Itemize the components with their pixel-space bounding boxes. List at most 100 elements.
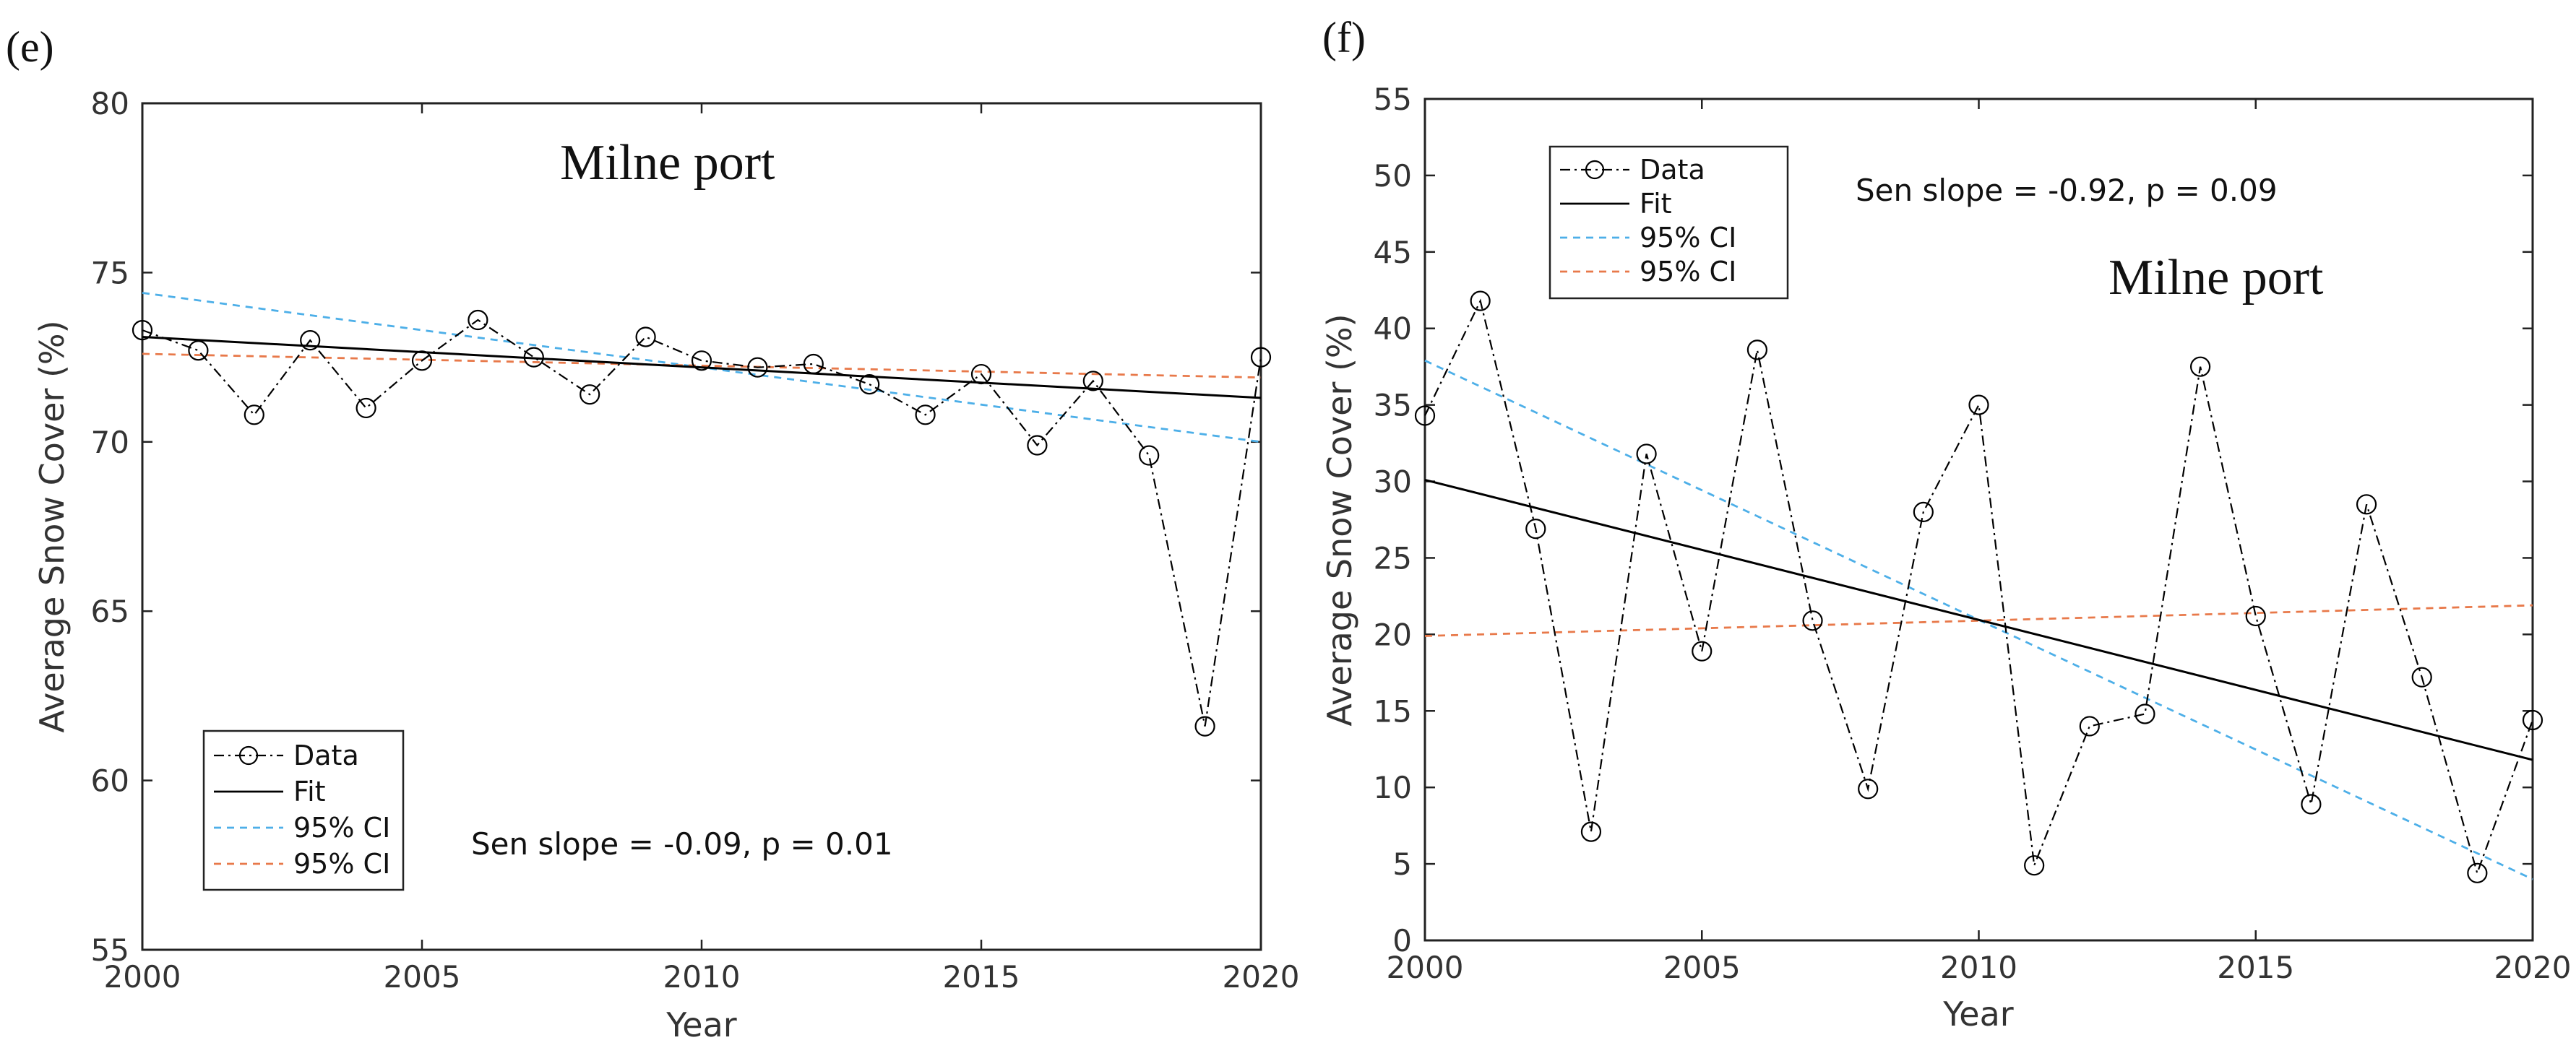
y-tick-label: 0 (1392, 923, 1412, 958)
fit-line (1424, 478, 2533, 761)
data-point (2245, 605, 2266, 627)
data-series-line (142, 319, 1262, 727)
data-point (1692, 641, 1713, 662)
legend-label: Data (293, 740, 359, 771)
data-point (635, 326, 656, 347)
legend-label: Fit (293, 776, 326, 807)
y-tick-label: 15 (1374, 693, 1412, 729)
data-point (1250, 347, 1272, 368)
y-tick-label: 55 (91, 932, 129, 968)
data-point (2467, 862, 2488, 883)
y-tick-label: 20 (1374, 617, 1412, 652)
station-label: Milne port (2108, 250, 2324, 306)
legend-label: 95% CI (1640, 256, 1736, 287)
data-point (803, 353, 824, 375)
y-tick-label: 60 (91, 763, 129, 799)
y-axis-label: Average Snow Cover (%) (1320, 313, 1359, 726)
data-point (1636, 443, 1657, 464)
panel-label: (f) (1322, 14, 1366, 61)
data-point (1525, 519, 1546, 540)
data-point (859, 374, 880, 395)
data-point (1858, 779, 1879, 800)
data-point (2301, 794, 2322, 815)
chart-panel-f: (f) 2000 2005 2010 2015 2020 0 5 10 15 20 25 30 35 40… (1320, 14, 2571, 1034)
data-point (2190, 356, 2211, 377)
data-point (970, 363, 992, 385)
data-point (1027, 435, 1048, 456)
x-tick-label: 2020 (2494, 950, 2572, 985)
data-point (691, 350, 712, 371)
x-tick-label: 2000 (104, 959, 181, 995)
data-series-line (1424, 298, 2534, 876)
data-point (1913, 501, 1934, 523)
y-tick-label: 55 (1374, 82, 1412, 117)
legend-label: 95% CI (293, 848, 390, 880)
data-point (244, 404, 264, 425)
x-tick-label: 2000 (1387, 950, 1464, 985)
y-tick-label: 70 (91, 425, 129, 460)
legend-label: Fit (1640, 188, 1672, 220)
x-axis-label: Year (665, 1005, 736, 1044)
data-point (1802, 610, 1823, 631)
y-tick-label: 10 (1374, 770, 1412, 805)
data-point (188, 340, 209, 361)
station-label: Milne port (560, 135, 775, 191)
data-point (2522, 709, 2543, 731)
ci-line-orange (1424, 604, 2533, 637)
x-tick-label: 2015 (943, 959, 1020, 995)
sen-slope-text: Sen slope = -0.92, p = 0.09 (1856, 173, 2278, 208)
y-tick-label: 35 (1374, 388, 1412, 423)
data-point (1194, 716, 1215, 737)
x-tick-label: 2010 (1940, 950, 2017, 985)
data-point (2024, 855, 2045, 876)
legend-marker (1585, 160, 1605, 180)
ci-line-orange (142, 352, 1262, 379)
data-point (132, 319, 153, 341)
legend-box (1548, 145, 1789, 300)
y-tick-label: 50 (1374, 158, 1412, 194)
x-axis-label: Year (1942, 995, 2013, 1034)
y-tick-label: 80 (91, 86, 129, 121)
y-tick-label: 65 (91, 594, 129, 629)
legend: Data Fit 95% CI 95% CI (202, 729, 405, 891)
x-tick-label: 2005 (1663, 950, 1741, 985)
data-point (411, 350, 433, 371)
legend-label: Data (1640, 154, 1705, 186)
data-point (356, 397, 376, 419)
x-tick-label: 2020 (1223, 959, 1300, 995)
legend-label: 95% CI (293, 812, 390, 844)
y-tick-label: 40 (1374, 311, 1412, 347)
sen-slope-text: Sen slope = -0.09, p = 0.01 (471, 826, 893, 862)
chart-panel-e: (e) 2000 2005 2010 2015 2020 55 60 65 70 75 80 Mil… (6, 23, 1299, 1044)
legend-box (202, 729, 405, 891)
data-point (1470, 290, 1491, 311)
panel-label: (e) (6, 23, 54, 71)
x-tick-label: 2005 (384, 959, 461, 995)
data-point (2135, 703, 2155, 724)
data-point (2356, 494, 2377, 515)
data-point (1746, 339, 1767, 360)
legend-marker (238, 745, 259, 766)
data-point (1139, 445, 1160, 466)
y-tick-label: 25 (1374, 540, 1412, 576)
data-point (2411, 667, 2432, 688)
y-tick-label: 45 (1374, 235, 1412, 270)
data-point (523, 347, 544, 368)
x-tick-label: 2010 (663, 959, 741, 995)
data-point (915, 404, 936, 425)
y-tick-label: 5 (1392, 846, 1412, 882)
data-point (300, 330, 321, 351)
data-point (468, 309, 488, 331)
y-tick-label: 75 (91, 255, 129, 290)
y-axis-label: Average Snow Cover (%) (33, 320, 72, 732)
data-point (1082, 371, 1103, 391)
data-point (747, 357, 768, 378)
legend-label: 95% CI (1640, 222, 1736, 254)
x-tick-label: 2015 (2217, 950, 2294, 985)
data-point (1580, 821, 1602, 842)
fit-line (142, 336, 1262, 399)
data-point (2079, 716, 2100, 737)
data-point (1414, 405, 1436, 426)
